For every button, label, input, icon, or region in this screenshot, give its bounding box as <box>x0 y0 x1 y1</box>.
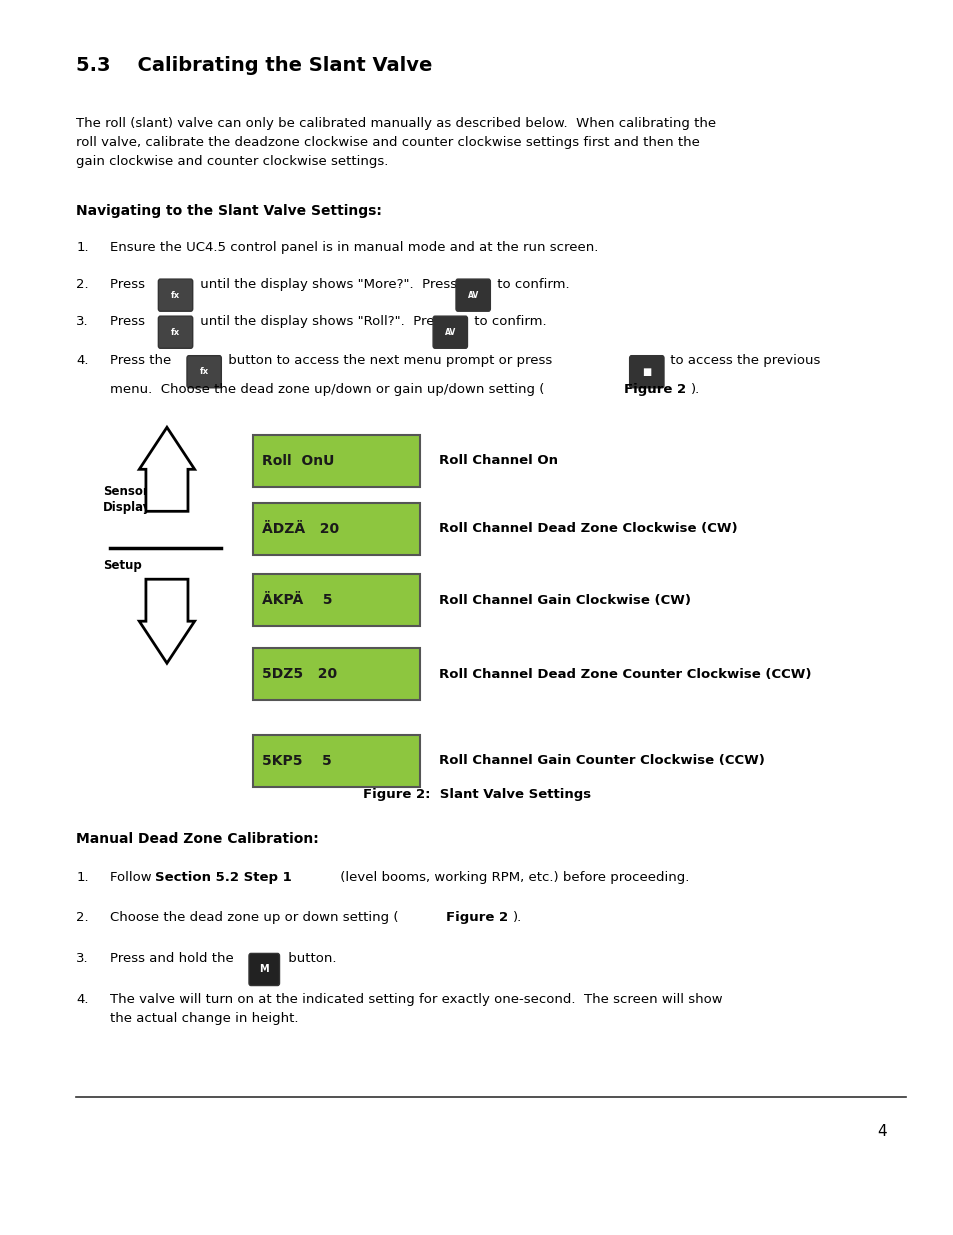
Text: Sensor
Display: Sensor Display <box>103 485 152 514</box>
Text: 5KP5    5: 5KP5 5 <box>262 753 332 768</box>
Text: AV: AV <box>444 327 456 337</box>
FancyBboxPatch shape <box>253 648 419 700</box>
Text: ÄKPÄ    5: ÄKPÄ 5 <box>262 593 333 608</box>
Text: Press: Press <box>110 278 149 291</box>
Text: Setup: Setup <box>103 559 142 573</box>
FancyBboxPatch shape <box>253 435 419 487</box>
Text: menu.  Choose the dead zone up/down or gain up/down setting (: menu. Choose the dead zone up/down or ga… <box>110 383 543 396</box>
FancyBboxPatch shape <box>253 503 419 555</box>
FancyBboxPatch shape <box>433 316 467 348</box>
Text: Manual Dead Zone Calibration:: Manual Dead Zone Calibration: <box>76 832 318 846</box>
Text: ÄDZÄ   20: ÄDZÄ 20 <box>262 521 339 536</box>
Text: fx: fx <box>171 290 180 300</box>
Text: Roll Channel Gain Clockwise (CW): Roll Channel Gain Clockwise (CW) <box>438 594 690 606</box>
Text: Follow: Follow <box>110 871 155 884</box>
Text: Ensure the UC4.5 control panel is in manual mode and at the run screen.: Ensure the UC4.5 control panel is in man… <box>110 241 598 254</box>
Text: ).: ). <box>513 911 522 925</box>
Text: The roll (slant) valve can only be calibrated manually as described below.  When: The roll (slant) valve can only be calib… <box>76 117 716 168</box>
Text: AV: AV <box>467 290 478 300</box>
Text: Roll Channel Dead Zone Counter Clockwise (CCW): Roll Channel Dead Zone Counter Clockwise… <box>438 668 810 680</box>
Text: Press: Press <box>110 315 149 329</box>
Text: 5DZ5   20: 5DZ5 20 <box>262 667 337 682</box>
Polygon shape <box>139 579 194 663</box>
Text: The valve will turn on at the indicated setting for exactly one-second.  The scr: The valve will turn on at the indicated … <box>110 993 721 1025</box>
FancyBboxPatch shape <box>253 735 419 787</box>
Text: Roll Channel Dead Zone Clockwise (CW): Roll Channel Dead Zone Clockwise (CW) <box>438 522 737 535</box>
Text: Figure 2:  Slant Valve Settings: Figure 2: Slant Valve Settings <box>362 788 591 802</box>
Text: Roll Channel Gain Counter Clockwise (CCW): Roll Channel Gain Counter Clockwise (CCW… <box>438 755 764 767</box>
Text: 3.: 3. <box>76 952 89 966</box>
Text: Figure 2: Figure 2 <box>446 911 508 925</box>
Text: Roll  OnU: Roll OnU <box>262 453 335 468</box>
Text: button to access the next menu prompt or press: button to access the next menu prompt or… <box>224 354 557 368</box>
Text: M: M <box>259 965 269 974</box>
Text: 2.: 2. <box>76 278 89 291</box>
Polygon shape <box>139 427 194 511</box>
Text: Figure 2: Figure 2 <box>623 383 685 396</box>
Text: button.: button. <box>284 952 336 966</box>
FancyBboxPatch shape <box>158 316 193 348</box>
Text: ■: ■ <box>641 367 651 377</box>
Text: until the display shows "Roll?".  Press: until the display shows "Roll?". Press <box>195 315 452 329</box>
Text: ).: ). <box>690 383 700 396</box>
Text: to confirm.: to confirm. <box>493 278 569 291</box>
Text: to access the previous: to access the previous <box>665 354 820 368</box>
FancyBboxPatch shape <box>629 356 663 388</box>
Text: Choose the dead zone up or down setting (: Choose the dead zone up or down setting … <box>110 911 397 925</box>
FancyBboxPatch shape <box>253 574 419 626</box>
FancyBboxPatch shape <box>249 953 279 986</box>
Text: 4.: 4. <box>76 354 89 368</box>
Text: Navigating to the Slant Valve Settings:: Navigating to the Slant Valve Settings: <box>76 204 382 217</box>
Text: Press the: Press the <box>110 354 175 368</box>
Text: 1.: 1. <box>76 871 89 884</box>
Text: 3.: 3. <box>76 315 89 329</box>
Text: fx: fx <box>171 327 180 337</box>
Text: Roll Channel On: Roll Channel On <box>438 454 558 467</box>
FancyBboxPatch shape <box>158 279 193 311</box>
Text: 4: 4 <box>877 1124 886 1139</box>
Text: (level booms, working RPM, etc.) before proceeding.: (level booms, working RPM, etc.) before … <box>335 871 688 884</box>
Text: until the display shows "More?".  Press: until the display shows "More?". Press <box>195 278 460 291</box>
Text: Section 5.2 Step 1: Section 5.2 Step 1 <box>154 871 291 884</box>
Text: 1.: 1. <box>76 241 89 254</box>
Text: fx: fx <box>199 367 209 377</box>
Text: 4.: 4. <box>76 993 89 1007</box>
Text: to confirm.: to confirm. <box>470 315 546 329</box>
FancyBboxPatch shape <box>456 279 490 311</box>
Text: 5.3    Calibrating the Slant Valve: 5.3 Calibrating the Slant Valve <box>76 56 433 74</box>
Text: 2.: 2. <box>76 911 89 925</box>
Text: Press and hold the: Press and hold the <box>110 952 237 966</box>
FancyBboxPatch shape <box>187 356 221 388</box>
